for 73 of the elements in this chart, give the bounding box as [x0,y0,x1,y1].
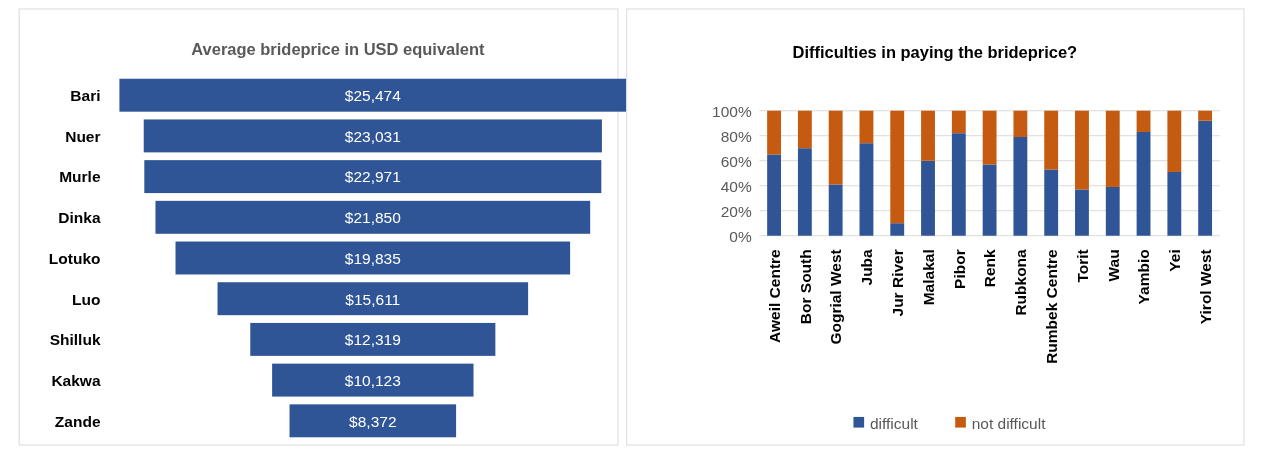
x-tick-label: Rumbek Centre [1042,248,1060,364]
x-tick-label: Yirol West [1196,249,1214,325]
y-tick-label: 60% [720,152,752,170]
bar [797,148,812,236]
bar [982,110,997,165]
legend-label: difficult [869,414,919,432]
bar [982,164,997,236]
category-label: Dinka [58,209,101,227]
x-tick-label: Aweil Centre [765,248,783,343]
x-tick-label: Pibor [950,249,968,289]
data-label: $12,319 [344,331,401,349]
bar [951,110,966,134]
data-label: $8,372 [349,412,397,430]
bar [1105,110,1120,187]
bar [951,133,966,236]
y-tick-label: 80% [720,127,752,145]
text: Average brideprice in USD equivalent [191,39,486,58]
category-label: Murle [59,168,101,186]
data-label: $22,971 [344,168,401,186]
bar [890,223,905,236]
y-tick-label: 0% [729,227,752,245]
bar [767,154,782,236]
bar [1167,171,1182,236]
x-tick-label: Torit [1073,249,1091,283]
data-label: $25,474 [344,87,402,105]
x-tick-label: Yei [1166,249,1184,272]
bar [1136,110,1151,132]
x-tick-label: Malakal [919,249,937,306]
category-label: Zande [54,412,101,430]
category-label: Kakwa [51,371,101,389]
category-label: Lotuko [48,249,101,267]
bar [1198,110,1213,121]
y-tick-label: 20% [720,202,752,220]
bar [1198,120,1213,236]
bar [921,110,935,161]
x-tick-label: Bor South [796,249,814,325]
bar [859,143,874,236]
bar [828,110,843,185]
x-tick-label: Juba [858,248,876,286]
bar [1044,169,1059,236]
bar [1105,186,1120,236]
bar [767,110,782,155]
legend-label: not difficult [971,414,1047,432]
bar [797,110,812,149]
bar [828,184,843,236]
bar [890,110,905,224]
x-tick-label: Renk [981,248,999,288]
data-label: $21,850 [344,209,402,227]
chart-title: Difficulties in paying the brideprice? [792,43,1078,62]
bar [1013,110,1028,137]
category-label: Bari [70,87,101,105]
x-tick-label: Rubkona [1012,248,1030,316]
data-label: $23,031 [344,127,401,145]
category-label: Nuer [65,127,101,145]
data-label: $10,123 [344,371,401,389]
y-tick-label: 100% [712,102,752,120]
category-label: Luo [72,290,101,308]
x-tick-label: Wau [1104,249,1122,282]
bar [1167,110,1182,172]
category-label: Shilluk [49,331,101,349]
bar [1136,131,1151,236]
data-label: $15,611 [345,290,401,308]
x-tick-label: Jur River [889,249,907,317]
bar [1013,136,1028,236]
x-tick-label: Yambio [1135,249,1153,305]
x-tick-label: Gogrial West [827,249,845,345]
bar [1044,110,1059,170]
bar [1075,189,1089,236]
y-tick-label: 40% [720,177,752,195]
bar [921,160,935,236]
data-label: $19,835 [344,249,401,267]
bar [859,110,874,144]
bar [1075,110,1089,190]
